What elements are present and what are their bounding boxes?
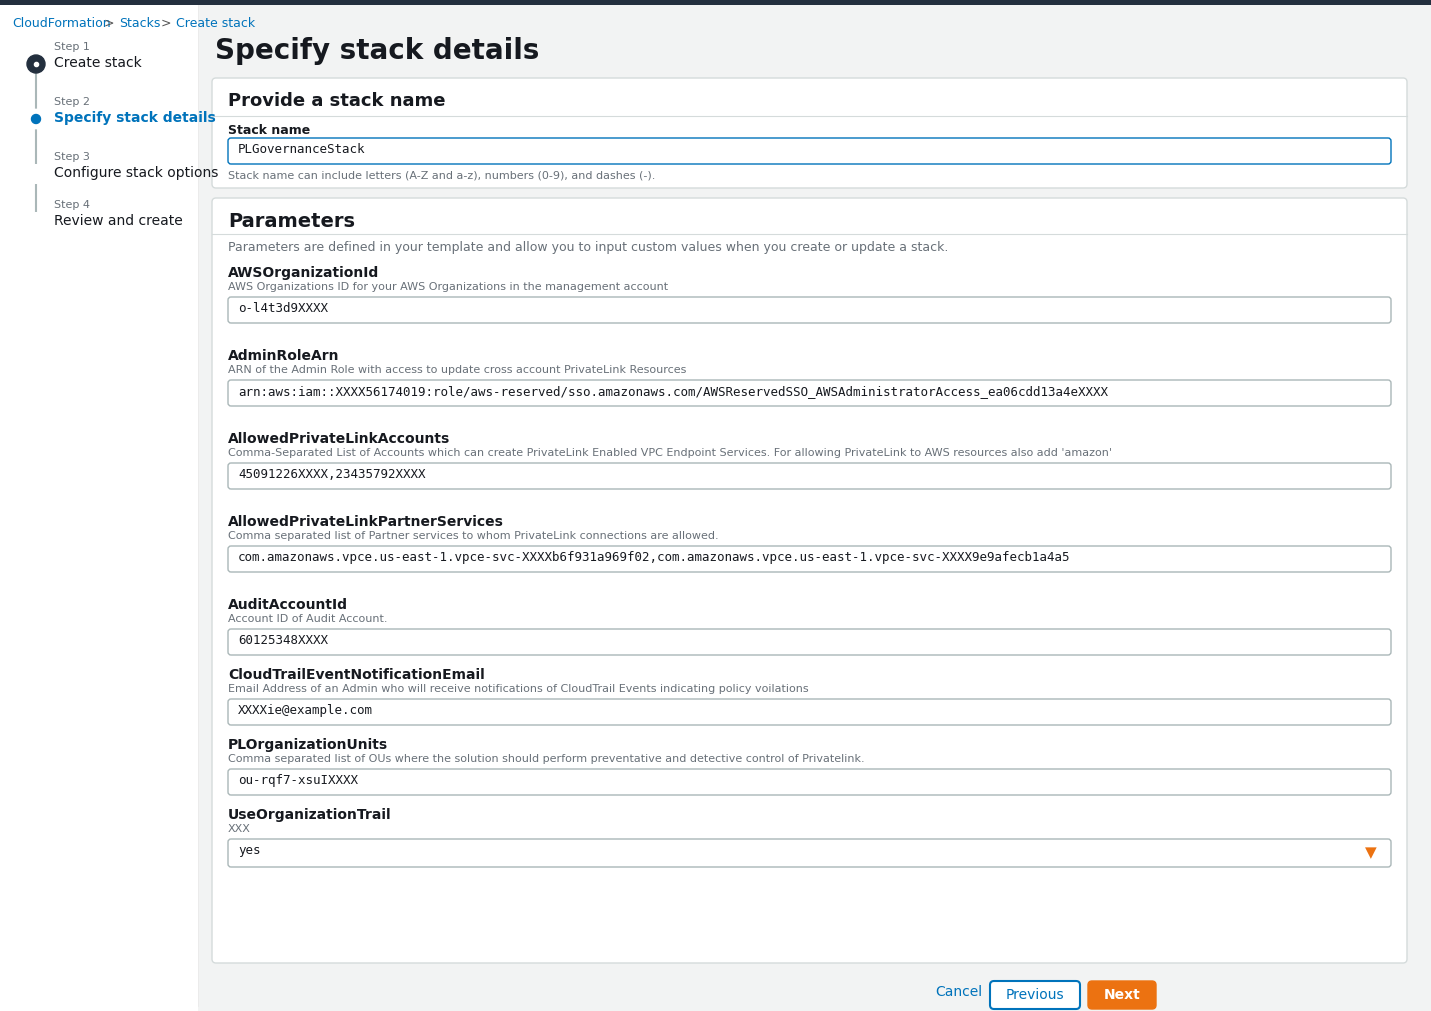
FancyBboxPatch shape: [228, 769, 1391, 795]
Text: arn:aws:iam::XXXX56174019:role/aws-reserved/sso.amazonaws.com/AWSReservedSSO_AWS: arn:aws:iam::XXXX56174019:role/aws-reser…: [238, 385, 1108, 398]
Text: AllowedPrivateLinkAccounts: AllowedPrivateLinkAccounts: [228, 432, 451, 446]
FancyBboxPatch shape: [212, 198, 1407, 963]
Text: Step 1: Step 1: [54, 42, 90, 52]
Text: Step 2: Step 2: [54, 97, 90, 107]
Text: Specify stack details: Specify stack details: [215, 37, 539, 65]
Text: Stack name: Stack name: [228, 124, 311, 137]
FancyBboxPatch shape: [228, 297, 1391, 323]
Text: Cancel: Cancel: [934, 985, 982, 999]
Text: Stacks: Stacks: [119, 17, 160, 30]
Circle shape: [31, 114, 40, 123]
Bar: [0, 5, 197, 1011]
Text: Comma separated list of OUs where the solution should perform preventative and d: Comma separated list of OUs where the so…: [228, 754, 864, 764]
Text: XXX: XXX: [228, 824, 250, 834]
Text: AuditAccountId: AuditAccountId: [228, 598, 348, 612]
Bar: [0, 0, 1431, 5]
Text: Previous: Previous: [1006, 988, 1065, 1002]
Text: Create stack: Create stack: [54, 56, 142, 70]
Text: XXXXie@example.com: XXXXie@example.com: [238, 704, 373, 717]
Text: Step 3: Step 3: [54, 152, 90, 162]
Circle shape: [27, 165, 44, 183]
FancyBboxPatch shape: [212, 78, 1407, 188]
Text: AdminRoleArn: AdminRoleArn: [228, 349, 339, 363]
Circle shape: [27, 55, 44, 73]
FancyBboxPatch shape: [228, 463, 1391, 489]
Text: o-l4t3d9XXXX: o-l4t3d9XXXX: [238, 302, 328, 315]
FancyBboxPatch shape: [1088, 981, 1156, 1009]
Text: Comma separated list of Partner services to whom PrivateLink connections are all: Comma separated list of Partner services…: [228, 531, 718, 541]
Text: PLOrganizationUnits: PLOrganizationUnits: [228, 738, 388, 752]
Text: Step 4: Step 4: [54, 200, 90, 210]
Text: Create stack: Create stack: [176, 17, 255, 30]
Text: Specify stack details: Specify stack details: [54, 111, 216, 125]
FancyBboxPatch shape: [228, 380, 1391, 406]
Text: Stack name can include letters (A-Z and a-z), numbers (0-9), and dashes (-).: Stack name can include letters (A-Z and …: [228, 170, 655, 180]
Text: yes: yes: [238, 844, 260, 857]
Circle shape: [27, 213, 44, 231]
Text: Account ID of Audit Account.: Account ID of Audit Account.: [228, 614, 388, 624]
Text: 45091226XXXX,23435792XXXX: 45091226XXXX,23435792XXXX: [238, 468, 425, 481]
Text: Next: Next: [1103, 988, 1141, 1002]
Text: >: >: [157, 17, 176, 30]
Text: UseOrganizationTrail: UseOrganizationTrail: [228, 808, 392, 822]
FancyBboxPatch shape: [228, 839, 1391, 867]
Text: Email Address of an Admin who will receive notifications of CloudTrail Events in: Email Address of an Admin who will recei…: [228, 684, 809, 694]
FancyBboxPatch shape: [228, 629, 1391, 655]
Text: AWSOrganizationId: AWSOrganizationId: [228, 266, 379, 280]
Text: ARN of the Admin Role with access to update cross account PrivateLink Resources: ARN of the Admin Role with access to upd…: [228, 365, 687, 375]
Text: Parameters: Parameters: [228, 212, 355, 231]
FancyBboxPatch shape: [228, 546, 1391, 572]
Text: CloudFormation: CloudFormation: [11, 17, 110, 30]
Text: 60125348XXXX: 60125348XXXX: [238, 634, 328, 647]
FancyBboxPatch shape: [990, 981, 1080, 1009]
Text: AWS Organizations ID for your AWS Organizations in the management account: AWS Organizations ID for your AWS Organi…: [228, 282, 668, 292]
Text: AllowedPrivateLinkPartnerServices: AllowedPrivateLinkPartnerServices: [228, 515, 504, 529]
Text: Configure stack options: Configure stack options: [54, 166, 219, 180]
Text: Review and create: Review and create: [54, 214, 183, 228]
Text: com.amazonaws.vpce.us-east-1.vpce-svc-XXXXb6f931a969f02,com.amazonaws.vpce.us-ea: com.amazonaws.vpce.us-east-1.vpce-svc-XX…: [238, 551, 1070, 564]
Text: ▼: ▼: [1365, 845, 1377, 860]
Text: ou-rqf7-xsuIXXXX: ou-rqf7-xsuIXXXX: [238, 774, 358, 787]
Text: >: >: [100, 17, 119, 30]
Text: PLGovernanceStack: PLGovernanceStack: [238, 143, 365, 156]
Circle shape: [27, 110, 44, 128]
FancyBboxPatch shape: [228, 137, 1391, 164]
Text: Parameters are defined in your template and allow you to input custom values whe: Parameters are defined in your template …: [228, 241, 949, 254]
Text: CloudTrailEventNotificationEmail: CloudTrailEventNotificationEmail: [228, 668, 485, 682]
FancyBboxPatch shape: [228, 699, 1391, 725]
Text: Provide a stack name: Provide a stack name: [228, 92, 445, 110]
Text: Comma-Separated List of Accounts which can create PrivateLink Enabled VPC Endpoi: Comma-Separated List of Accounts which c…: [228, 448, 1112, 458]
